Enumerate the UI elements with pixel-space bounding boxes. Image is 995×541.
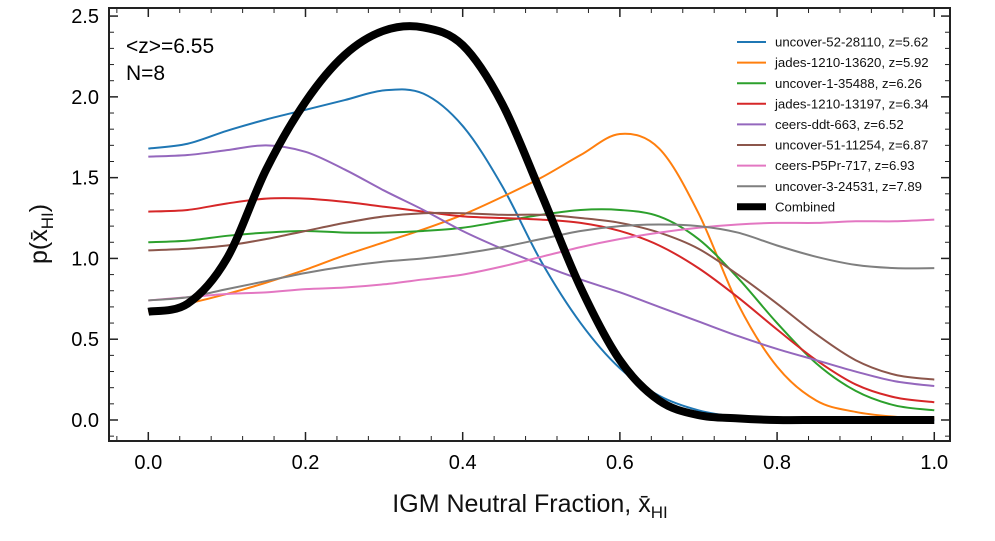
y-tick-label: 0.0 — [71, 410, 99, 432]
annotation-mean-z: <z>=6.55 — [126, 35, 214, 58]
series-line-combined — [147, 22, 935, 425]
x-tick-label: 0.6 — [606, 452, 634, 474]
y-axis-label-sub: HI — [38, 212, 57, 229]
x-tick-label: 0.2 — [292, 452, 320, 474]
y-axis-label-main: p(x̄ — [25, 229, 53, 264]
legend-label-uncover-3-24531: uncover-3-24531, z=7.89 — [775, 179, 922, 194]
legend-label-ceers-ddt-663: ceers-ddt-663, z=6.52 — [775, 117, 904, 132]
x-tick-label: 1.0 — [920, 452, 948, 474]
y-tick-labels: 0.0 0.5 1.0 1.5 2.0 2.5 — [71, 6, 99, 432]
series-line-ceers-p5pr-717 — [148, 218, 935, 302]
annotation-n: N=8 — [126, 62, 165, 85]
series-layer — [147, 22, 935, 425]
axis-ticks — [109, 8, 950, 441]
legend-label-jades-1210-13620: jades-1210-13620, z=5.92 — [774, 55, 929, 70]
legend-label-uncover-52-28110: uncover-52-28110, z=5.62 — [775, 35, 928, 50]
legend-label-uncover-51-11254: uncover-51-11254, z=6.87 — [775, 138, 928, 153]
plot-frame — [108, 7, 951, 442]
y-tick-label: 1.0 — [71, 248, 99, 270]
x-axis-label: IGM Neutral Fraction, x̄HI — [392, 490, 667, 522]
y-axis-label-close: ) — [25, 204, 53, 212]
legend-label-combined: Combined — [775, 199, 835, 214]
x-axis-label-sub: HI — [651, 503, 668, 522]
legend-label-uncover-1-35488: uncover-1-35488, z=6.26 — [775, 76, 922, 91]
y-tick-label: 2.5 — [71, 6, 99, 28]
legend: uncover-52-28110, z=5.62 jades-1210-13620… — [737, 35, 929, 214]
series-line-uncover-51-11254 — [148, 211, 935, 381]
y-tick-label: 2.0 — [71, 87, 99, 109]
y-axis-label: p(x̄HI) — [25, 204, 57, 264]
series-line-jades-1210-13197 — [148, 197, 935, 404]
x-axis-label-main: IGM Neutral Fraction, x̄ — [392, 490, 651, 518]
x-tick-label: 0.8 — [763, 452, 791, 474]
legend-label-ceers-p5pr-717: ceers-P5Pr-717, z=6.93 — [775, 158, 915, 173]
x-tick-label: 0.4 — [449, 452, 477, 474]
y-tick-label: 0.5 — [71, 329, 99, 351]
annotations: <z>=6.55 N=8 — [126, 35, 214, 85]
x-tick-labels: 0.0 0.2 0.4 0.6 0.8 1.0 — [134, 452, 948, 474]
x-tick-label: 0.0 — [134, 452, 162, 474]
legend-label-jades-1210-13197: jades-1210-13197, z=6.34 — [774, 96, 929, 111]
series-line-uncover-3-24531 — [148, 223, 935, 302]
y-tick-label: 1.5 — [71, 168, 99, 190]
